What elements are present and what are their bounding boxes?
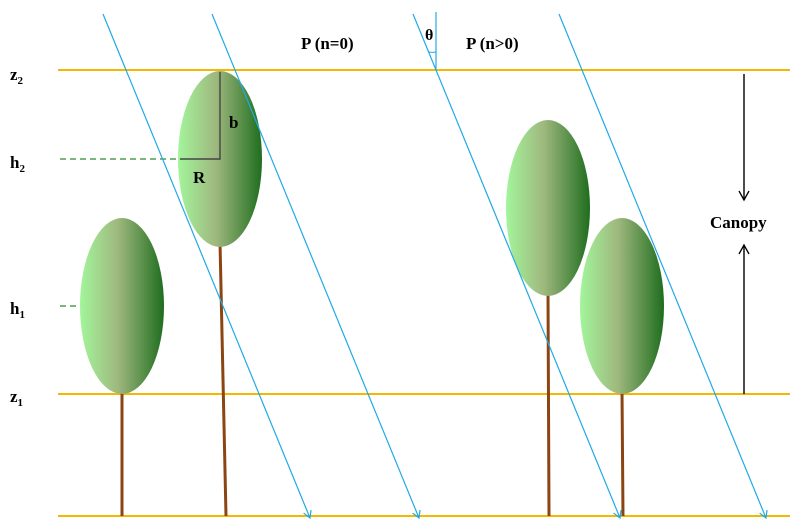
- tree-3: [506, 120, 590, 517]
- r-label: R: [193, 168, 206, 187]
- tree-4-trunk: [620, 389, 625, 517]
- theta-label: θ: [425, 27, 433, 44]
- light-ray-3: [412, 13, 622, 520]
- tree-1-crown: [80, 218, 164, 394]
- h2-label: h2: [10, 153, 25, 175]
- tree-3-trunk: [546, 291, 551, 517]
- tree-3-crown: [506, 120, 590, 296]
- light-ray-2: [211, 13, 421, 520]
- canopy-label: Canopy: [710, 213, 767, 232]
- light-ray-1: [102, 13, 312, 520]
- light-ray-4: [558, 13, 768, 520]
- b-label: b: [229, 113, 238, 132]
- tree-2-trunk: [218, 241, 228, 517]
- h1-label: h1: [10, 299, 25, 321]
- p-n-gt0-label: P (n>0): [466, 34, 519, 53]
- z2-label: z2: [10, 65, 24, 87]
- tree-1: [80, 218, 164, 516]
- tree-4: [580, 218, 664, 517]
- tree-4-crown: [580, 218, 664, 394]
- z1-label: z1: [10, 387, 23, 409]
- b-r-guide: [180, 72, 221, 160]
- p-n0-label: P (n=0): [301, 34, 354, 53]
